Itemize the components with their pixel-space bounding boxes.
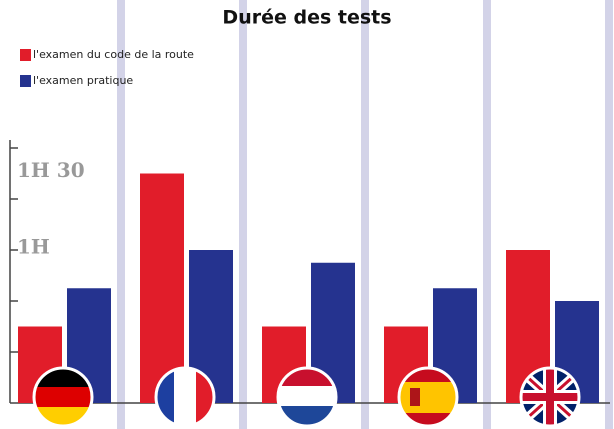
legend-label: l'examen du code de la route	[33, 48, 194, 61]
flags	[32, 366, 581, 428]
y-tick-label: 1H 30	[17, 158, 85, 182]
bar	[140, 173, 184, 403]
chart-title: Durée des tests	[222, 7, 391, 29]
legend-swatch	[20, 49, 31, 61]
legend-label: l'examen pratique	[33, 74, 133, 87]
plot: 1H 1H 30 l'examen du code de la route l'exa…	[9, 48, 610, 404]
legend-swatch	[20, 75, 31, 87]
y-tick-label: 1H	[17, 235, 50, 259]
column-stripes	[117, 0, 613, 429]
